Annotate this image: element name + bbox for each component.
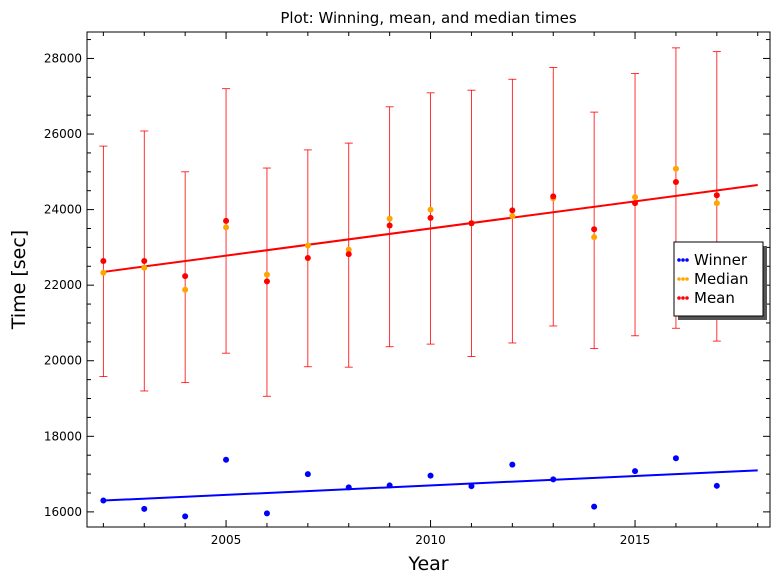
winner-point — [632, 468, 639, 475]
y-tick-label: 26000 — [44, 127, 82, 141]
mean-point — [713, 192, 720, 199]
median-point — [304, 242, 311, 249]
mean-point — [672, 179, 679, 186]
winner-point — [345, 484, 352, 491]
mean-point — [263, 278, 270, 285]
winner-fit-line — [103, 469, 758, 502]
mean-point — [550, 193, 557, 200]
median-point — [672, 165, 679, 172]
winner-point — [427, 472, 434, 479]
legend-marker — [677, 277, 681, 281]
mean-point — [468, 220, 475, 227]
median-point — [427, 206, 434, 213]
mean-point — [223, 217, 230, 224]
mean-point — [182, 273, 189, 280]
legend-marker — [677, 296, 681, 300]
median-point — [263, 271, 270, 278]
winner-point — [304, 471, 311, 478]
legend-marker — [685, 277, 689, 281]
legend-marker — [681, 277, 685, 281]
mean-point — [427, 214, 434, 221]
median-point — [386, 215, 393, 222]
legend-marker — [677, 258, 681, 262]
legend-marker — [681, 258, 685, 262]
legend-marker — [685, 258, 689, 262]
mean-fit-line — [103, 184, 758, 273]
winner-point — [386, 482, 393, 489]
median-point — [591, 234, 598, 241]
median-point — [345, 246, 352, 253]
axis-ticks — [87, 32, 770, 527]
mean-point — [386, 222, 393, 229]
winner-point — [223, 456, 230, 463]
winner-point — [591, 503, 598, 510]
y-tick-label: 22000 — [44, 278, 82, 292]
y-tick-label: 28000 — [44, 51, 82, 65]
mean-point — [304, 254, 311, 261]
mean-point — [345, 251, 352, 258]
mean-point — [632, 200, 639, 207]
legend-box — [673, 241, 764, 317]
winner-point — [550, 476, 557, 483]
median-point — [223, 224, 230, 231]
plot-frame — [86, 31, 771, 528]
winner-point — [182, 513, 189, 520]
winner-point — [713, 482, 720, 489]
mean-point — [100, 257, 107, 264]
winner-point — [263, 510, 270, 517]
legend-marker — [685, 296, 689, 300]
x-axis-title: Year — [407, 553, 448, 575]
y-tick-label: 16000 — [44, 505, 82, 519]
x-tick-label: 2015 — [620, 533, 651, 547]
mean-point — [141, 257, 148, 264]
legend-label: Median — [694, 270, 749, 288]
legend-marker — [681, 296, 685, 300]
winner-point — [468, 483, 475, 490]
x-tick-label: 2005 — [211, 533, 242, 547]
winner-point — [672, 455, 679, 462]
legend-label: Winner — [694, 251, 748, 269]
winner-point — [509, 461, 516, 468]
chart-title: Plot: Winning, mean, and median times — [280, 9, 576, 27]
mean-point — [591, 226, 598, 233]
median-point — [713, 200, 720, 207]
data-points — [100, 165, 720, 520]
mean-point — [509, 207, 516, 214]
median-point — [632, 194, 639, 201]
y-tick-label: 24000 — [44, 203, 82, 217]
y-axis-title: Time [sec] — [8, 230, 30, 330]
median-point — [182, 286, 189, 293]
y-tick-label: 20000 — [44, 354, 82, 368]
median-point — [141, 264, 148, 271]
median-point — [509, 213, 516, 220]
legend-label: Mean — [694, 289, 735, 307]
x-tick-label: 2010 — [415, 533, 446, 547]
winner-point — [141, 505, 148, 512]
y-tick-label: 18000 — [44, 429, 82, 443]
median-point — [100, 269, 107, 276]
winner-point — [100, 497, 107, 504]
tick-labels: 2005 2010 2015 16000 18000 20000 22000 24000 260… — [44, 51, 650, 547]
mean-errorbars — [99, 47, 721, 397]
fit-lines — [103, 184, 758, 502]
